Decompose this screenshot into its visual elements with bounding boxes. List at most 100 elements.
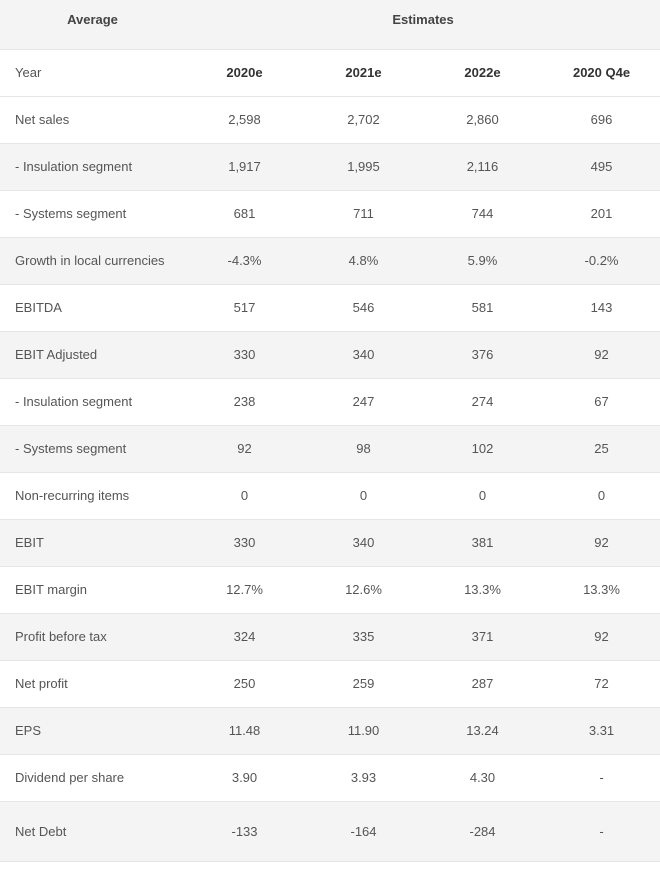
cell-value: 13.3% bbox=[542, 566, 660, 614]
row-label: Growth in local currencies bbox=[0, 237, 185, 285]
average-header: Average bbox=[0, 0, 185, 50]
group-header-row: Average Estimates bbox=[0, 0, 660, 50]
row-label: Net Debt bbox=[0, 801, 185, 862]
table-row: Net sales 2,598 2,702 2,860 696 bbox=[0, 96, 660, 144]
cell-value: 92 bbox=[542, 613, 660, 661]
cell-value: 12.6% bbox=[304, 566, 423, 614]
cell-value: 238 bbox=[185, 378, 304, 426]
cell-value: 495 bbox=[542, 143, 660, 191]
cell-value: 546 bbox=[304, 284, 423, 332]
cell-value: 340 bbox=[304, 331, 423, 379]
cell-value: 92 bbox=[542, 331, 660, 379]
cell-value: -164 bbox=[304, 801, 423, 862]
cell-value: 2,860 bbox=[423, 96, 542, 144]
cell-value: 0 bbox=[185, 472, 304, 520]
table-row: EBIT 330 340 381 92 bbox=[0, 519, 660, 567]
table-row: EPS 11.48 11.90 13.24 3.31 bbox=[0, 707, 660, 755]
row-label: EPS bbox=[0, 707, 185, 755]
row-label: - Insulation segment bbox=[0, 143, 185, 191]
table-row: - Insulation segment 1,917 1,995 2,116 495 bbox=[0, 143, 660, 191]
table-row: EBITDA 517 546 581 143 bbox=[0, 284, 660, 332]
table-row: Profit before tax 324 335 371 92 bbox=[0, 613, 660, 661]
table-row: EBIT Adjusted 330 340 376 92 bbox=[0, 331, 660, 379]
cell-value: 102 bbox=[423, 425, 542, 473]
table-row: Net profit 250 259 287 72 bbox=[0, 660, 660, 708]
cell-value: 247 bbox=[304, 378, 423, 426]
cell-value: 5.9% bbox=[423, 237, 542, 285]
cell-value: 25 bbox=[542, 425, 660, 473]
cell-value: 11.90 bbox=[304, 707, 423, 755]
cell-value: - bbox=[542, 801, 660, 862]
row-label: EBIT bbox=[0, 519, 185, 567]
cell-value: 381 bbox=[423, 519, 542, 567]
cell-value: 287 bbox=[423, 660, 542, 708]
cell-value: 92 bbox=[542, 519, 660, 567]
cell-value: 3.31 bbox=[542, 707, 660, 755]
cell-value: 681 bbox=[185, 190, 304, 238]
row-label: EBIT margin bbox=[0, 566, 185, 614]
row-label: EBIT Adjusted bbox=[0, 331, 185, 379]
cell-value: 517 bbox=[185, 284, 304, 332]
table-row: Growth in local currencies -4.3% 4.8% 5.9% -… bbox=[0, 237, 660, 285]
cell-value: 581 bbox=[423, 284, 542, 332]
cell-value: 1,995 bbox=[304, 143, 423, 191]
cell-value: 72 bbox=[542, 660, 660, 708]
table-row: - Systems segment 92 98 102 25 bbox=[0, 425, 660, 473]
cell-value: 2,702 bbox=[304, 96, 423, 144]
year-header: 2020 Q4e bbox=[542, 49, 660, 97]
cell-value: 67 bbox=[542, 378, 660, 426]
cell-value: 3.90 bbox=[185, 754, 304, 802]
cell-value: 2,116 bbox=[423, 143, 542, 191]
table-row: EBIT margin 12.7% 12.6% 13.3% 13.3% bbox=[0, 566, 660, 614]
row-label: Net sales bbox=[0, 96, 185, 144]
cell-value: -284 bbox=[423, 801, 542, 862]
cell-value: 250 bbox=[185, 660, 304, 708]
row-label: - Systems segment bbox=[0, 190, 185, 238]
row-label: Net profit bbox=[0, 660, 185, 708]
table-row: - Insulation segment 238 247 274 67 bbox=[0, 378, 660, 426]
year-header: 2020e bbox=[185, 49, 304, 97]
year-header: 2022e bbox=[423, 49, 542, 97]
cell-value: 12.7% bbox=[185, 566, 304, 614]
cell-value: 13.3% bbox=[423, 566, 542, 614]
cell-value: 335 bbox=[304, 613, 423, 661]
cell-value: 143 bbox=[542, 284, 660, 332]
cell-value: 371 bbox=[423, 613, 542, 661]
table-row: - Systems segment 681 711 744 201 bbox=[0, 190, 660, 238]
row-label: - Systems segment bbox=[0, 425, 185, 473]
estimates-header: Estimates bbox=[185, 0, 660, 50]
cell-value: 92 bbox=[185, 425, 304, 473]
cell-value: 201 bbox=[542, 190, 660, 238]
cell-value: -133 bbox=[185, 801, 304, 862]
cell-value: 274 bbox=[423, 378, 542, 426]
cell-value: 3.93 bbox=[304, 754, 423, 802]
row-label: EBITDA bbox=[0, 284, 185, 332]
cell-value: 13.24 bbox=[423, 707, 542, 755]
cell-value: 330 bbox=[185, 519, 304, 567]
year-header: 2021e bbox=[304, 49, 423, 97]
cell-value: 340 bbox=[304, 519, 423, 567]
cell-value: 11.48 bbox=[185, 707, 304, 755]
row-label: - Insulation segment bbox=[0, 378, 185, 426]
cell-value: 711 bbox=[304, 190, 423, 238]
cell-value: 744 bbox=[423, 190, 542, 238]
row-label: Dividend per share bbox=[0, 754, 185, 802]
row-label: Non-recurring items bbox=[0, 472, 185, 520]
cell-value: 98 bbox=[304, 425, 423, 473]
cell-value: 1,917 bbox=[185, 143, 304, 191]
cell-value: 324 bbox=[185, 613, 304, 661]
cell-value: 696 bbox=[542, 96, 660, 144]
table-row: Non-recurring items 0 0 0 0 bbox=[0, 472, 660, 520]
cell-value: - bbox=[542, 754, 660, 802]
cell-value: 0 bbox=[304, 472, 423, 520]
cell-value: 0 bbox=[542, 472, 660, 520]
table-row: Dividend per share 3.90 3.93 4.30- bbox=[0, 754, 660, 802]
cell-value: 2,598 bbox=[185, 96, 304, 144]
year-label: Year bbox=[0, 49, 185, 97]
cell-value: 330 bbox=[185, 331, 304, 379]
cell-value: 376 bbox=[423, 331, 542, 379]
cell-value: 4.8% bbox=[304, 237, 423, 285]
cell-value: 259 bbox=[304, 660, 423, 708]
cell-value: 4.30 bbox=[423, 754, 542, 802]
